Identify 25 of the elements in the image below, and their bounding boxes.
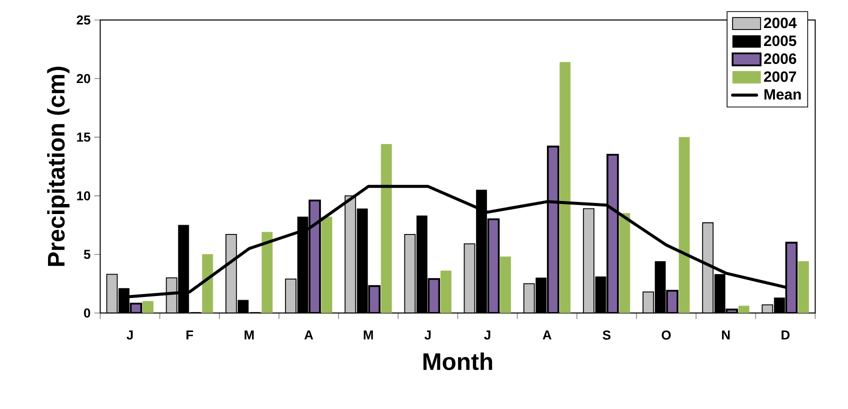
x-tick-label: A: [542, 330, 552, 340]
y-axis-title: Precipitation (cm): [47, 66, 70, 266]
y-tick-label: 5: [84, 250, 90, 259]
y-tick-label: 15: [77, 132, 90, 142]
x-tick-label: N: [722, 330, 730, 340]
x-tick-label: M: [364, 330, 373, 340]
x-tick-label: J: [484, 330, 490, 340]
x-axis-title: Month: [423, 352, 492, 370]
x-tick-label: M: [244, 330, 254, 340]
y-tick-label: 10: [77, 191, 90, 200]
y-tick-label: 25: [76, 15, 90, 25]
x-tick-label: A: [304, 330, 314, 340]
legend-label: 2005: [764, 36, 796, 46]
legend-label: 2007: [764, 71, 796, 82]
x-tick-label: S: [602, 330, 610, 340]
x-tick-label: O: [662, 330, 671, 340]
y-tick-label: 0: [84, 308, 90, 318]
x-tick-label: F: [186, 330, 194, 340]
legend-label: 2004: [764, 18, 797, 28]
legend-label: 2006: [764, 53, 796, 64]
x-tick-label: J: [126, 330, 133, 340]
x-tick-label: D: [782, 330, 790, 340]
x-tick-label: J: [424, 330, 431, 340]
y-tick-label: 20: [76, 74, 90, 84]
legend-label: Mean: [764, 89, 801, 100]
